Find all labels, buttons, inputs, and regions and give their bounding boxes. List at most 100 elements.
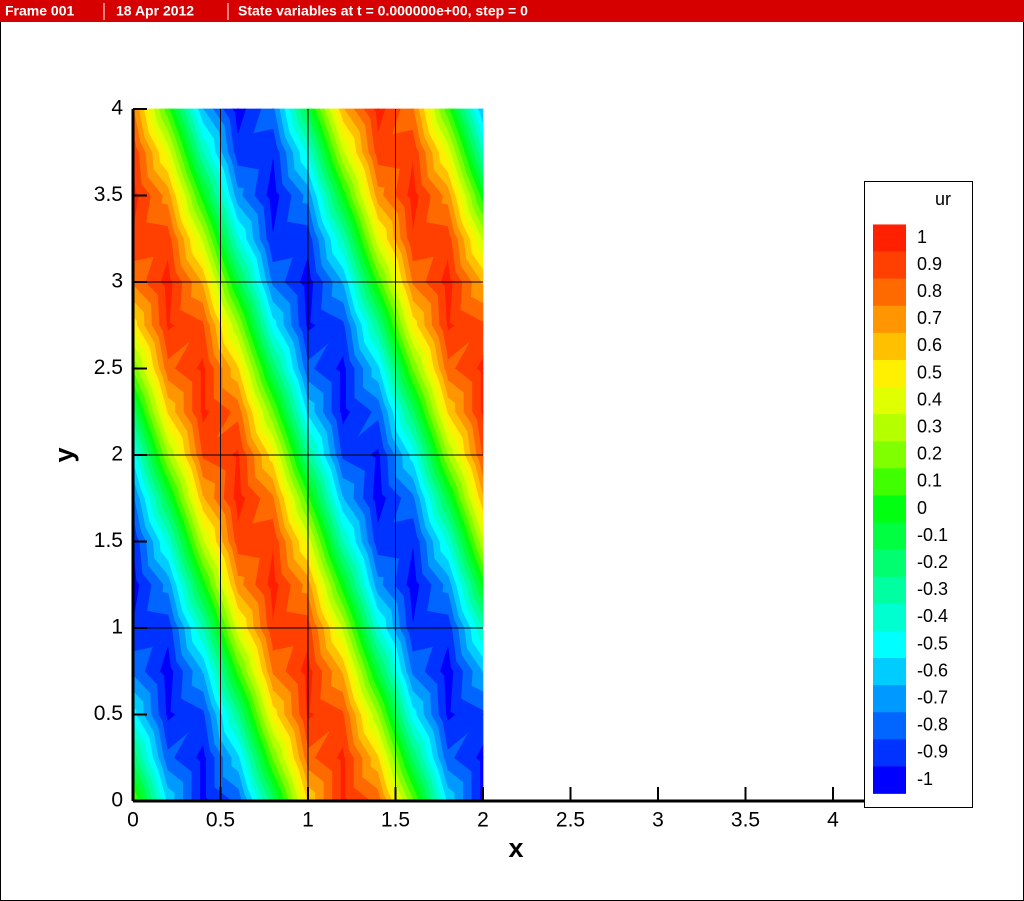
contour-band bbox=[412, 409, 415, 413]
contour-band bbox=[342, 188, 346, 197]
contour-band bbox=[167, 397, 176, 413]
legend-label: 0.9 bbox=[917, 254, 942, 274]
legend-label: 0.4 bbox=[917, 389, 942, 409]
contour-band bbox=[447, 614, 451, 629]
contour-band bbox=[272, 129, 278, 154]
contour-band bbox=[237, 575, 245, 586]
contour-band bbox=[447, 397, 456, 413]
legend-label: -0.8 bbox=[917, 715, 948, 735]
legend-label: 0.3 bbox=[917, 416, 942, 436]
contour-band bbox=[167, 493, 170, 500]
contour-band bbox=[377, 449, 380, 456]
contour-band bbox=[444, 108, 449, 113]
legend-swatch bbox=[873, 603, 906, 632]
contour-band bbox=[272, 645, 294, 673]
contour-band bbox=[202, 616, 207, 629]
legend-label: 0.2 bbox=[917, 444, 942, 464]
x-axis-label: x bbox=[508, 833, 523, 863]
contour-band bbox=[447, 342, 470, 370]
contour-band bbox=[237, 108, 247, 134]
legend-label: -0.5 bbox=[917, 633, 948, 653]
contour-band bbox=[342, 268, 347, 283]
contour-band bbox=[237, 754, 240, 759]
contour-band bbox=[167, 108, 181, 142]
contour-band bbox=[447, 108, 461, 142]
contour-band bbox=[447, 493, 450, 500]
contour-band bbox=[202, 757, 206, 802]
contour-band bbox=[167, 575, 171, 586]
y-tick-label: 2 bbox=[111, 443, 123, 466]
y-tick-label: 0 bbox=[111, 789, 123, 812]
legend-swatch bbox=[873, 468, 906, 496]
contour-band bbox=[272, 159, 277, 197]
contour-band bbox=[167, 441, 173, 456]
contour-band bbox=[447, 532, 451, 543]
x-tick-label: 3.5 bbox=[731, 809, 760, 832]
y-tick-label: 1.5 bbox=[94, 529, 123, 552]
legend-swatch bbox=[873, 630, 906, 659]
y-tick-label: 2.5 bbox=[94, 356, 123, 379]
contour-band bbox=[412, 448, 416, 456]
legend-label: 0.5 bbox=[917, 362, 942, 382]
contour-band bbox=[167, 342, 190, 370]
x-tick-label: 2 bbox=[477, 809, 489, 832]
contour-band bbox=[342, 321, 345, 327]
legend-swatch bbox=[873, 332, 906, 361]
contour-band bbox=[202, 658, 207, 673]
contour-band bbox=[202, 495, 205, 500]
legend-swatch bbox=[873, 224, 906, 252]
legend-swatch bbox=[873, 522, 906, 550]
contour-band bbox=[202, 745, 205, 759]
contour-band bbox=[237, 622, 241, 629]
contour-band bbox=[377, 186, 385, 197]
legend-label: -0.1 bbox=[917, 525, 948, 545]
contour-band bbox=[342, 149, 344, 154]
contour-band bbox=[342, 757, 346, 802]
x-tick-label: 4 bbox=[827, 809, 839, 832]
contour-band bbox=[167, 614, 171, 629]
x-tick-label: 3 bbox=[652, 809, 664, 832]
frame-date: 18 Apr 2012 bbox=[116, 3, 194, 19]
contour-band bbox=[237, 108, 262, 154]
legend-title: ur bbox=[935, 189, 951, 209]
legend-label: -0.6 bbox=[917, 660, 948, 680]
y-tick-label: 4 bbox=[111, 97, 123, 120]
contour-band bbox=[164, 108, 169, 113]
legend-label: 0.1 bbox=[917, 471, 942, 491]
legend-swatch bbox=[873, 387, 906, 415]
legend-label: -1 bbox=[917, 769, 933, 789]
legend-swatch bbox=[873, 359, 906, 388]
legend-label: -0.3 bbox=[917, 579, 948, 599]
legend-label: 0.7 bbox=[917, 308, 942, 328]
legend-swatch bbox=[873, 441, 906, 469]
contour-band bbox=[377, 399, 381, 413]
legend-swatch bbox=[873, 495, 906, 523]
contour-band bbox=[202, 710, 205, 716]
contour-band bbox=[377, 273, 381, 283]
contour-band bbox=[200, 367, 204, 413]
frame-label: Frame 001 bbox=[5, 3, 74, 19]
contour-band bbox=[272, 745, 277, 759]
legend-swatch bbox=[873, 549, 906, 578]
contour-band bbox=[392, 108, 414, 134]
contour-band bbox=[447, 575, 451, 586]
frame-title: State variables at t = 0.000000e+00, ste… bbox=[238, 3, 528, 19]
legend-label: -0.2 bbox=[917, 552, 948, 572]
contour-band bbox=[167, 532, 171, 543]
contour-band bbox=[342, 368, 346, 413]
contour-field bbox=[132, 108, 484, 802]
contour-band bbox=[232, 108, 239, 113]
legend-label: -0.4 bbox=[917, 606, 948, 626]
contour-band bbox=[202, 108, 220, 140]
legend-label: 0 bbox=[917, 498, 927, 518]
contour-band bbox=[412, 494, 415, 500]
contour-band bbox=[200, 756, 204, 802]
legend-swatch bbox=[873, 658, 906, 686]
legend-label: 0.6 bbox=[917, 335, 942, 355]
legend-swatch bbox=[873, 739, 906, 767]
contour-band bbox=[167, 647, 172, 673]
legend-swatch bbox=[873, 712, 906, 740]
header-bar bbox=[0, 0, 1024, 22]
contour-band bbox=[237, 663, 241, 673]
